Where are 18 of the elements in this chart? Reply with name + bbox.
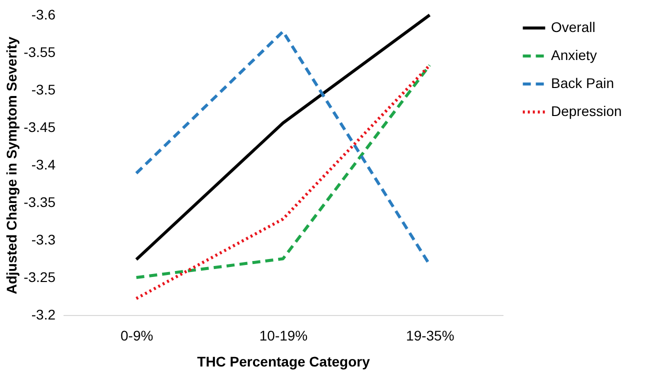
x-tick-label: 19-35% <box>406 328 454 344</box>
y-axis-title: Adjusted Change in Symptom Severity <box>4 36 20 294</box>
y-tick-label: -3.5 <box>31 82 56 98</box>
y-tick-label: -3.4 <box>31 156 56 172</box>
y-tick-label: -3.6 <box>31 6 56 22</box>
x-tick-label: 0-9% <box>120 328 154 344</box>
legend-label: Back Pain <box>551 75 614 91</box>
y-tick-label: -3.35 <box>24 194 56 210</box>
y-tick-label: -3.2 <box>31 306 56 322</box>
legend-label: Overall <box>551 19 596 35</box>
legend-label: Anxiety <box>551 47 597 63</box>
legend-label: Depression <box>551 103 622 119</box>
x-axis-title: THC Percentage Category <box>197 354 370 370</box>
y-tick-label: -3.25 <box>24 269 56 285</box>
y-tick-label: -3.55 <box>24 44 56 60</box>
y-tick-label: -3.3 <box>31 232 56 248</box>
x-tick-label: 10-19% <box>259 328 308 344</box>
y-tick-label: -3.45 <box>24 119 56 135</box>
